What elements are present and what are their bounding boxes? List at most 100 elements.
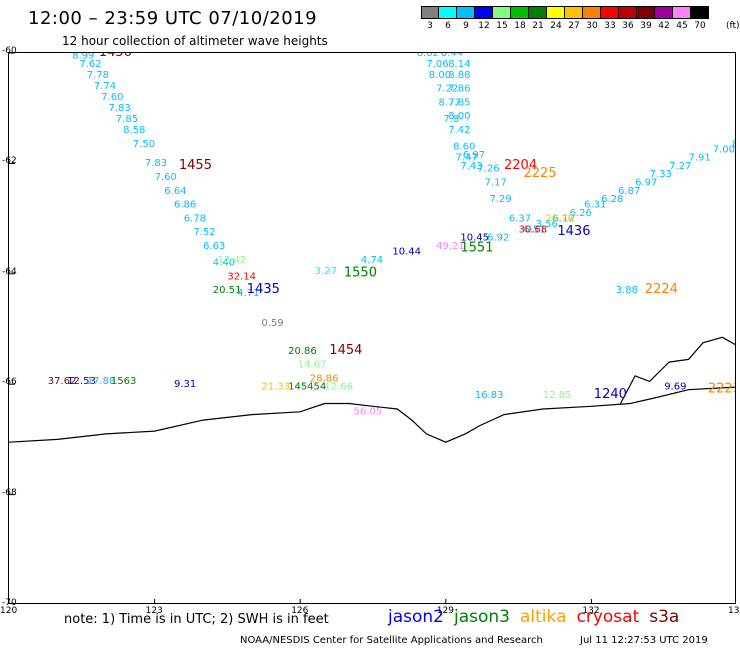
swh-value: 6.64 — [164, 186, 186, 197]
swh-value: 7.33 — [650, 169, 672, 180]
swh-value: 4.71 — [237, 288, 259, 299]
swh-value: 8.58 — [123, 125, 145, 136]
swh-value: 1563 — [111, 376, 136, 387]
pass-time-label: 1240 — [594, 387, 627, 402]
swh-value: 7.8 — [443, 114, 459, 125]
swh-value: 7.62 — [79, 59, 101, 70]
swh-value: 6.92 — [487, 233, 509, 244]
swh-value: 7.83 — [109, 103, 131, 114]
swh-value: 6.63 — [203, 241, 225, 252]
swh-value: 16.83 — [475, 390, 504, 401]
legend-item: jason3 — [454, 607, 510, 627]
swh-value: 8.60 — [453, 142, 475, 153]
swh-value: 12.66 — [325, 382, 354, 393]
pass-time-label: 2204 — [504, 158, 537, 173]
swh-value: 7.42 — [448, 125, 470, 136]
swh-value: 8.00 — [429, 70, 451, 81]
colorbar-bin: 42 — [655, 6, 673, 34]
colorbar-swatch — [637, 6, 655, 19]
swh-value: 6.28 — [601, 194, 623, 205]
legend-item: cryosat — [576, 607, 640, 627]
swh-value: 7.47 — [456, 153, 478, 164]
swh-value: 6.97 — [463, 150, 485, 161]
swh-value: 7.85 — [448, 97, 470, 108]
pass-time-label: 1550 — [344, 266, 377, 281]
swh-value: 28.86 — [310, 373, 339, 384]
colorbar-label: 24 — [550, 21, 562, 31]
swh-value: 8.88 — [448, 70, 470, 81]
colorbar-label: 36 — [622, 21, 634, 31]
colorbar-label: 21 — [532, 21, 544, 31]
colorbar-swatch — [583, 6, 601, 19]
swh-value: 7.06 — [426, 59, 448, 70]
colorbar-bin: 15 — [493, 6, 511, 34]
colorbar-bin: 21 — [529, 6, 547, 34]
colorbar-swatch — [493, 6, 511, 19]
colorbar-swatch — [673, 6, 691, 19]
colorbar: 3 6 9 12 15 18 21 24 27 30 33 36 39 42 45 70 — [421, 6, 709, 34]
swh-value: 21.33 — [261, 382, 290, 393]
colorbar-swatch — [655, 6, 673, 19]
colorbar-label: 45 — [676, 21, 688, 31]
colorbar-swatch — [601, 6, 619, 19]
colorbar-swatch — [439, 6, 457, 19]
swh-value: 8.02 — [417, 53, 439, 59]
colorbar-bin: 18 — [511, 6, 529, 34]
colorbar-label: 30 — [586, 21, 598, 31]
swh-value: 7.27 — [669, 161, 691, 172]
lat-label: -62 — [2, 156, 17, 167]
lat-label: -66 — [2, 377, 17, 388]
colorbar-unit: (ft) — [726, 21, 740, 31]
swh-value: 56.05 — [354, 407, 383, 418]
swh-value: 7.17 — [485, 178, 507, 189]
coastline-east — [619, 336, 735, 404]
swh-value: 6.97 — [635, 178, 657, 189]
swh-value: 37.62 — [48, 376, 77, 387]
swh-value: 20.51 — [213, 285, 242, 296]
swh-value: 8.77 — [439, 97, 461, 108]
colorbar-bin: 30 — [583, 6, 601, 34]
lon-label: 120 — [0, 606, 18, 616]
colorbar-swatch — [457, 6, 475, 19]
map-title: 12:00 – 23:59 UTC 07/10/2019 — [28, 8, 318, 29]
swh-value: 9.31 — [174, 379, 196, 390]
colorbar-bin: 12 — [475, 6, 493, 34]
colorbar-swatch — [691, 6, 709, 19]
pass-time-label: 1435 — [247, 282, 280, 297]
swh-value: 14.67 — [298, 360, 327, 371]
colorbar-bin: 39 — [637, 6, 655, 34]
swh-value: 7.60 — [155, 172, 177, 183]
swh-value: 30.68 — [519, 224, 548, 235]
colorbar-bin: 45 — [673, 6, 691, 34]
swh-value: 7.26 — [477, 164, 499, 175]
swh-value: 7.50 — [133, 139, 155, 150]
swh-value: 8.57 — [732, 139, 736, 150]
swh-value: 8.00 — [448, 111, 470, 122]
swh-value: 32.14 — [227, 271, 256, 282]
satellite-legend: jason2 jason3 altika cryosat s3a — [388, 607, 679, 627]
colorbar-bin: 24 — [547, 6, 565, 34]
colorbar-label: 3 — [427, 21, 433, 31]
swh-value: 4.74 — [361, 255, 383, 266]
credit-line: NOAA/NESDIS Center for Satellite Applica… — [240, 635, 543, 646]
pass-time-label: 2224 — [645, 282, 678, 297]
colorbar-swatch — [475, 6, 493, 19]
legend-item: altika — [520, 607, 567, 627]
colorbar-label: 70 — [694, 21, 706, 31]
colorbar-label: 15 — [496, 21, 508, 31]
swh-value: 6.87 — [618, 186, 640, 197]
swh-value: 6.12 — [553, 213, 575, 224]
coastline — [9, 386, 735, 443]
swh-value: 8.14 — [448, 59, 470, 70]
swh-value: 7.83 — [145, 158, 167, 169]
colorbar-swatch — [511, 6, 529, 19]
swh-value: 7.78 — [87, 70, 109, 81]
map-canvas: 8.997.627.787.747.607.837.858.587.507.83… — [9, 53, 736, 603]
swh-value: 12.53 — [67, 376, 96, 387]
swh-value: 7.00 — [713, 144, 735, 155]
legend-item: jason2 — [388, 607, 444, 627]
swh-value: 6.26 — [570, 208, 592, 219]
swh-value: 7.52 — [193, 227, 215, 238]
swh-value: 6.78 — [184, 213, 206, 224]
swh-value: 7.85 — [116, 114, 138, 125]
